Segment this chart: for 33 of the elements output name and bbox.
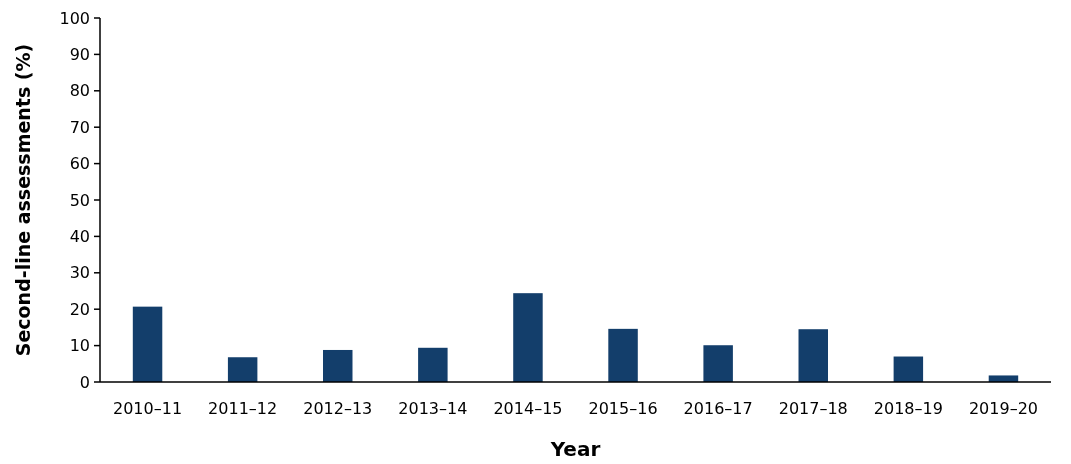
x-tick-label: 2010–11 — [113, 399, 183, 418]
bar — [703, 345, 733, 382]
bar — [323, 349, 353, 382]
y-tick-label: 60 — [69, 154, 90, 174]
bar — [227, 357, 258, 382]
bar — [608, 328, 638, 382]
bar — [798, 329, 828, 382]
x-tick-label: 2015–16 — [588, 399, 658, 418]
x-tick-label: 2016–17 — [683, 399, 753, 418]
x-tick-label: 2011–12 — [208, 399, 278, 418]
bar — [513, 293, 543, 382]
y-tick-label: 90 — [69, 45, 90, 64]
y-tick-label: 30 — [69, 263, 90, 283]
y-tick-label: 100 — [59, 8, 90, 28]
x-tick-label: 2017–18 — [778, 399, 848, 418]
x-tick-label: 2014–15 — [493, 399, 563, 418]
x-tick-label: 2012–13 — [303, 399, 373, 418]
y-tick-label: 40 — [69, 227, 90, 246]
y-tick-label: 20 — [69, 299, 90, 319]
y-tick-label: 0 — [79, 372, 90, 392]
y-tick-label: 50 — [69, 190, 90, 210]
x-tick-label: 2019–20 — [968, 399, 1038, 418]
y-tick-label: 80 — [69, 81, 90, 101]
bar — [132, 306, 163, 382]
bar — [988, 375, 1019, 382]
y-axis-title: Second-line assessments (%) — [12, 43, 34, 357]
bar — [418, 347, 448, 382]
x-axis-title: Year — [549, 437, 601, 461]
x-tick-label: 2013–14 — [398, 399, 468, 418]
x-tick-label: 2018–19 — [873, 399, 943, 418]
bar — [893, 356, 924, 382]
y-tick-label: 70 — [69, 117, 90, 137]
y-tick-label: 10 — [69, 336, 90, 356]
